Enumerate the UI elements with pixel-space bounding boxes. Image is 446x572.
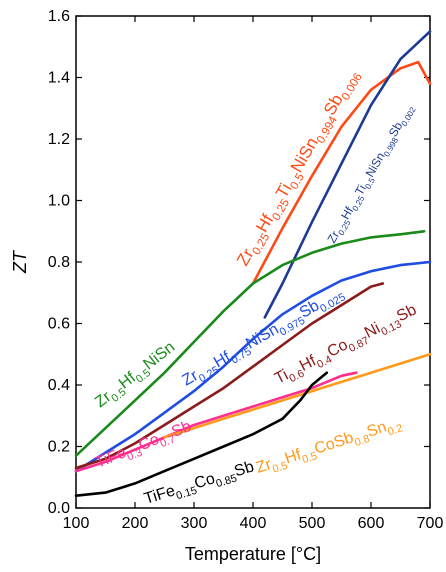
series-line-1 [263,30,432,319]
x-tick-label: 100 [63,515,90,532]
y-tick-label: 0.6 [48,316,70,333]
x-tick-label: 600 [358,515,385,532]
x-axis-title: Temperature [°C] [185,544,321,564]
x-tick-label: 200 [122,515,149,532]
series-label-7: TiFe0.15Co0.85Sb [142,458,257,511]
series-label-0: Zr0.25Hf0.25Ti0.5NiSn0.994Sb0.006 [233,66,365,271]
series-line-5 [74,371,358,473]
x-tick-label: 500 [299,515,326,532]
series-label-1: Zr0.25Hf0.25Ti0.5NiSn0.998Sb0.002 [324,101,418,246]
series-line-6 [163,353,432,439]
y-tick-label: 0.0 [48,500,70,517]
series-line-4 [74,282,385,470]
y-tick-label: 1.6 [48,8,70,25]
series-label-6: Zr0.5Hf0.5CoSb0.8Sn0.2 [254,414,404,481]
y-tick-label: 0.2 [48,439,70,456]
y-tick-label: 0.4 [48,377,70,394]
series-label-5: TiFe0.3Co0.7Sb [93,418,195,475]
series-line-0 [251,60,432,285]
y-tick-label: 0.8 [48,254,70,271]
x-tick-label: 300 [181,515,208,532]
y-axis-title: ZT [10,249,30,274]
y-tick-label: 1.2 [48,131,70,148]
series-line-7 [74,371,329,497]
series-label-2: Zr0.5Hf0.5NiSn [92,339,181,415]
series-label-4: Ti0.6Hf0.4Co0.87Ni0.13Sb [272,301,421,391]
x-tick-label: 400 [240,515,267,532]
x-tick-label: 700 [417,515,444,532]
y-tick-label: 1.0 [48,193,70,210]
series-line-3 [74,260,432,473]
series-line-2 [74,230,426,457]
y-tick-label: 1.4 [48,70,70,87]
